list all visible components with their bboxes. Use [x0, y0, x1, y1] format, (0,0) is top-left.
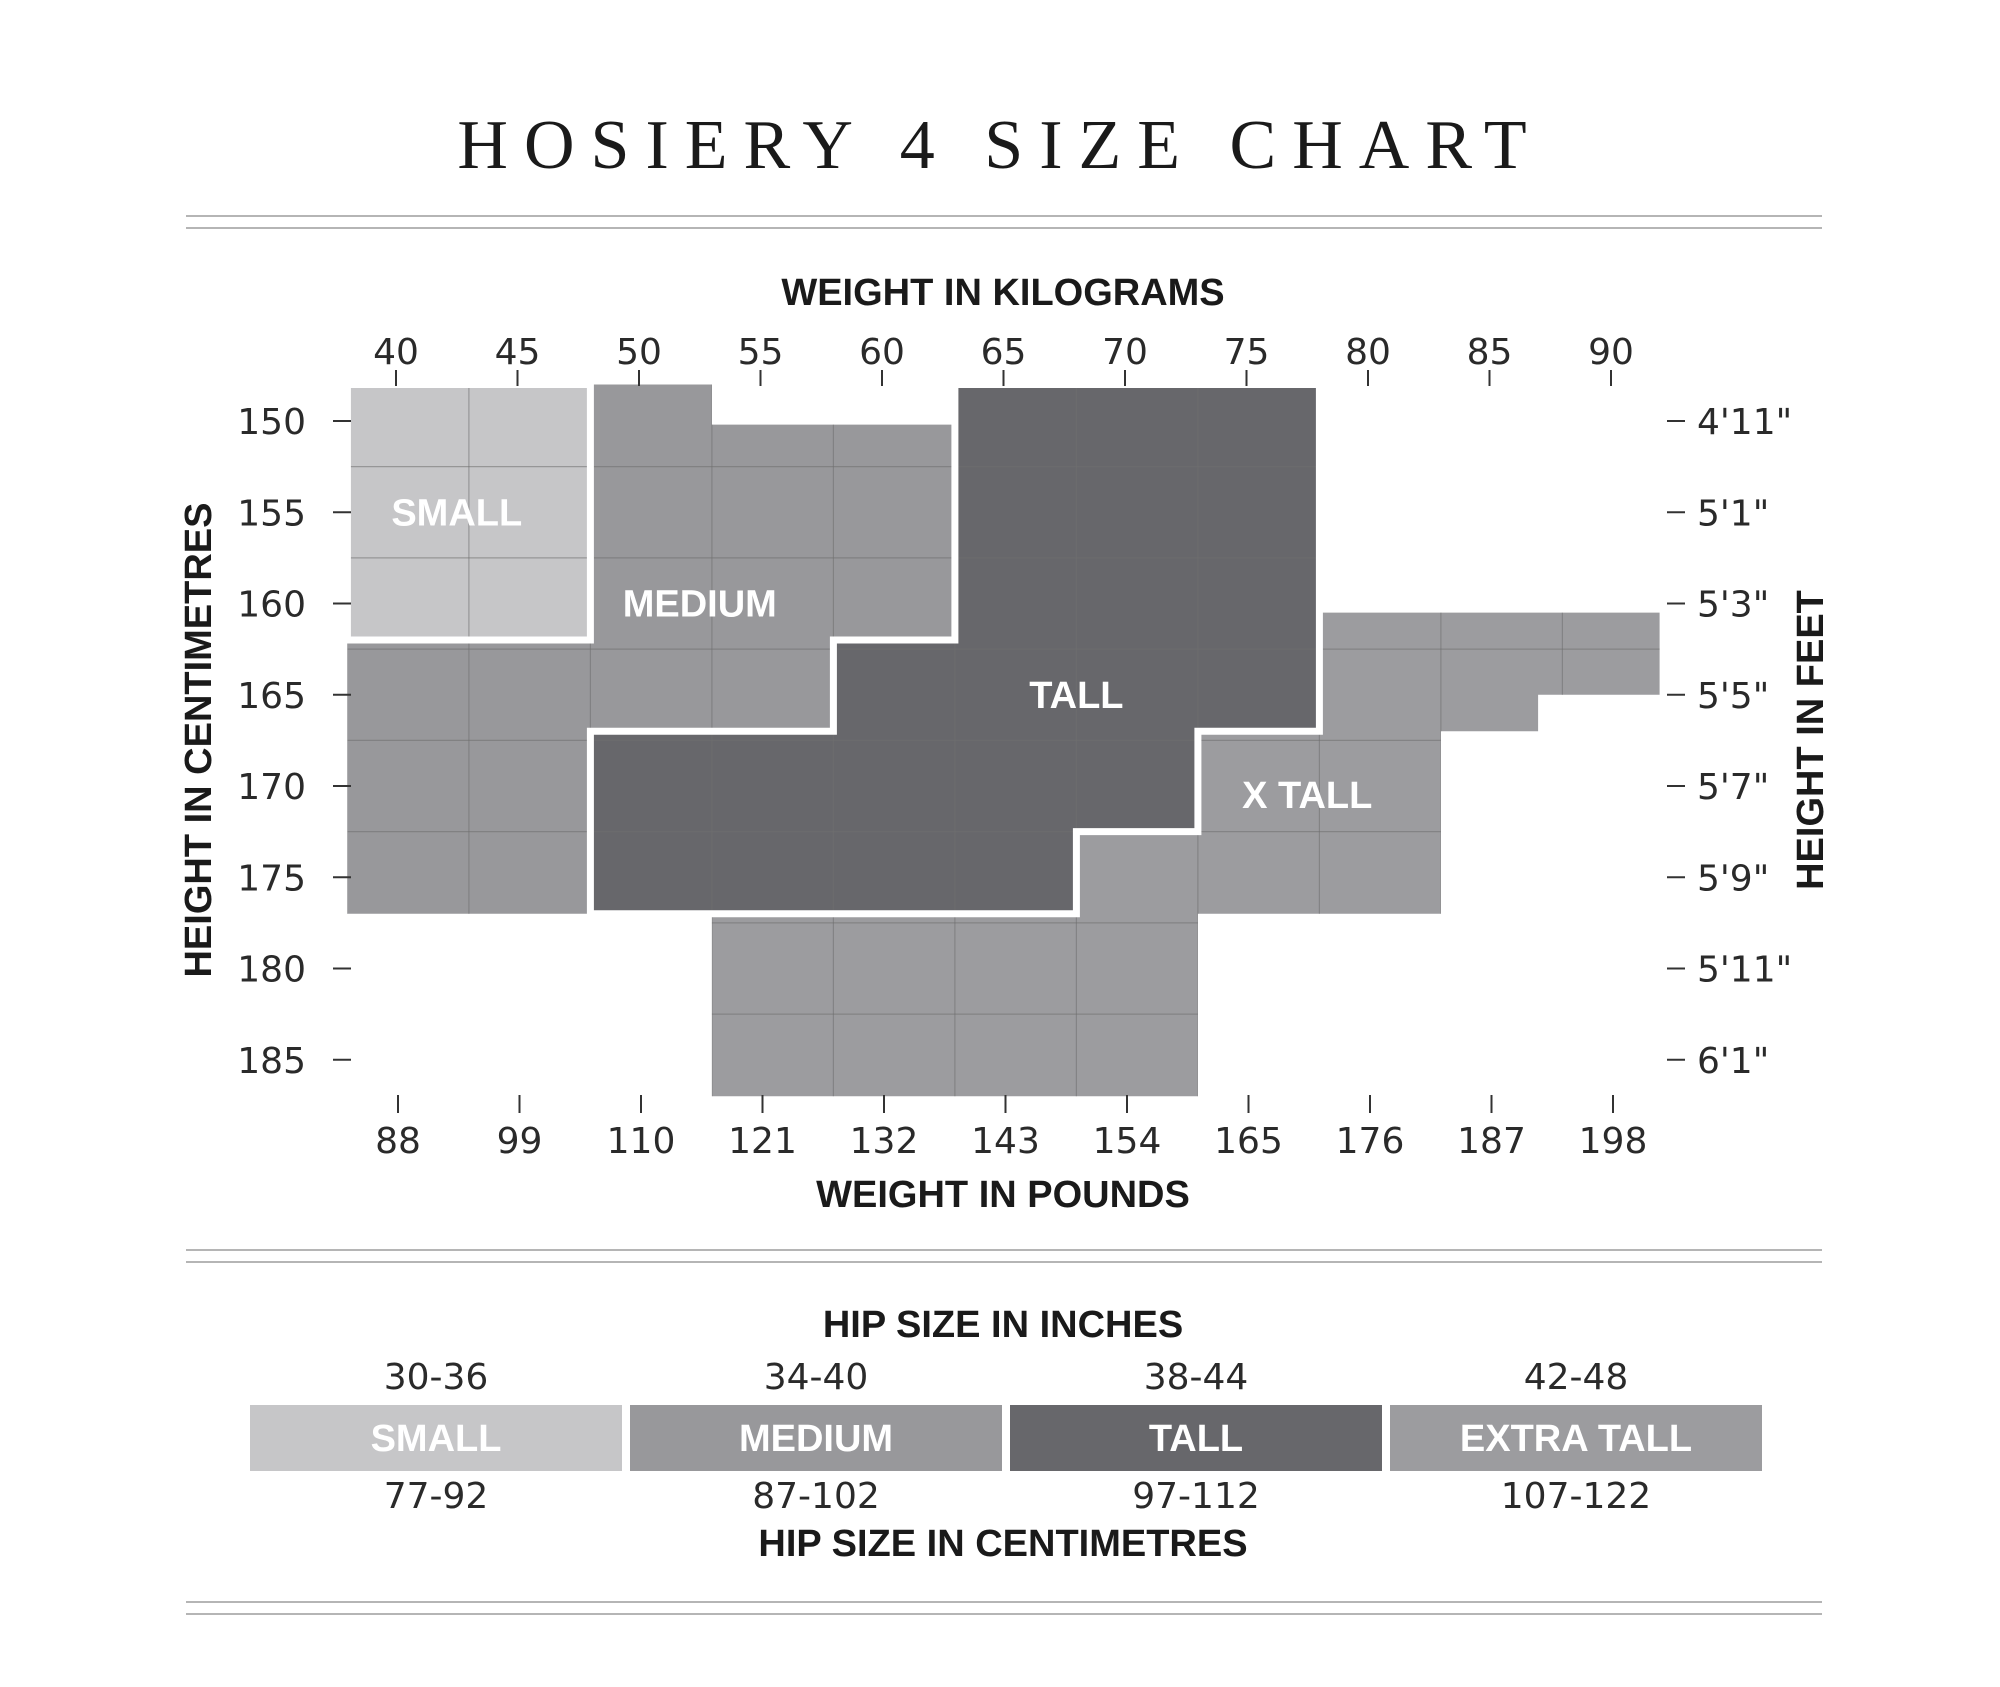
hip-size-extra-tall: 42-48 EXTRA TALL 107-122 — [1390, 1357, 1762, 1517]
hip-size-bar — [1010, 1405, 1382, 1471]
top-tick-label: 65 — [981, 332, 1027, 373]
bottom-axis-title: WEIGHT IN POUNDS — [816, 1174, 1190, 1216]
top-tick-label: 85 — [1467, 332, 1513, 373]
bottom-tick-label: 198 — [1579, 1121, 1648, 1162]
bottom-tick-label: 132 — [850, 1121, 919, 1162]
bottom-tick-label: 165 — [1214, 1121, 1283, 1162]
right-tick-label: 5'1" — [1697, 493, 1769, 534]
hip-size-bar — [630, 1405, 1002, 1471]
top-tick-label: 40 — [373, 332, 419, 373]
top-tick-label: 45 — [495, 332, 541, 373]
bottom-tick-label: 121 — [728, 1121, 797, 1162]
top-tick-label: 60 — [859, 332, 905, 373]
hip-inches-range: 42-48 — [1524, 1357, 1629, 1398]
hip-cm-range: 107-122 — [1501, 1476, 1651, 1517]
right-tick-label: 5'7" — [1697, 767, 1769, 808]
right-tick-label: 5'5" — [1697, 676, 1769, 717]
bottom-tick-label: 143 — [971, 1121, 1040, 1162]
hip-size-name: SMALL — [371, 1418, 502, 1460]
right-tick-label: 5'3" — [1697, 585, 1769, 626]
hip-size-name: TALL — [1149, 1418, 1243, 1460]
region-label-tall: TALL — [1029, 675, 1123, 717]
region-x-tall — [711, 612, 1660, 1097]
hip-cm-title: HIP SIZE IN CENTIMETRES — [758, 1523, 1247, 1565]
hip-inches-range: 38-44 — [1144, 1357, 1249, 1398]
hip-size-name: EXTRA TALL — [1460, 1418, 1692, 1460]
hip-size-bar — [1390, 1405, 1762, 1471]
hip-cm-range: 77-92 — [384, 1476, 489, 1517]
bottom-tick-label: 176 — [1336, 1121, 1405, 1162]
bottom-tick-label: 99 — [497, 1121, 543, 1162]
bottom-tick-label: 88 — [375, 1121, 421, 1162]
bottom-tick-label: 187 — [1457, 1121, 1526, 1162]
top-tick-label: 80 — [1345, 332, 1391, 373]
bottom-tick-label: 110 — [607, 1121, 676, 1162]
left-tick-label: 155 — [237, 493, 306, 534]
hip-size-name: MEDIUM — [739, 1418, 893, 1460]
left-tick-label: 180 — [237, 950, 306, 991]
axis-ticks: 40 45 50 55 60 65 70 75 80 85 90 88 99 110 121 132 143 15… — [237, 332, 1792, 1162]
left-tick-label: 170 — [237, 767, 306, 808]
top-tick-label: 55 — [738, 332, 784, 373]
region-label-medium: MEDIUM — [623, 584, 777, 626]
hip-size-small: 30-36 SMALL 77-92 — [250, 1357, 622, 1517]
region-label-x-tall: X TALL — [1242, 775, 1372, 817]
left-tick-label: 160 — [237, 585, 306, 626]
hip-inches-range: 34-40 — [764, 1357, 869, 1398]
page-title: HOSIERY 4 SIZE CHART — [457, 107, 1542, 184]
hip-inches-range: 30-36 — [384, 1357, 489, 1398]
hip-cm-range: 87-102 — [752, 1476, 880, 1517]
hip-inches-title: HIP SIZE IN INCHES — [823, 1304, 1183, 1346]
left-tick-label: 175 — [237, 858, 306, 899]
top-axis-title: WEIGHT IN KILOGRAMS — [781, 272, 1224, 314]
hip-size-tall: 38-44 TALL 97-112 — [1010, 1357, 1382, 1517]
hip-size-legend: 30-36 SMALL 77-92 34-40 MEDIUM 87-102 38-44 TAL… — [250, 1357, 1762, 1517]
outline-small — [343, 381, 594, 644]
region-outlines — [343, 381, 1323, 918]
right-tick-label: 4'11" — [1697, 402, 1792, 443]
right-tick-label: 6'1" — [1697, 1041, 1769, 1082]
hip-size-bar — [250, 1405, 622, 1471]
region-label-small: SMALL — [391, 492, 522, 534]
right-tick-label: 5'11" — [1697, 950, 1792, 991]
right-tick-label: 5'9" — [1697, 858, 1769, 899]
outline-tall — [586, 381, 1323, 918]
bottom-tick-label: 154 — [1093, 1121, 1162, 1162]
top-tick-label: 75 — [1224, 332, 1270, 373]
left-tick-label: 150 — [237, 402, 306, 443]
left-tick-label: 185 — [237, 1041, 306, 1082]
region-labels: SMALL MEDIUM TALL X TALL — [391, 492, 1372, 817]
hip-size-medium: 34-40 MEDIUM 87-102 — [630, 1357, 1002, 1517]
hip-cm-range: 97-112 — [1132, 1476, 1260, 1517]
left-tick-label: 165 — [237, 676, 306, 717]
top-tick-label: 90 — [1588, 332, 1634, 373]
right-axis-title: HEIGHT IN FEET — [1790, 590, 1832, 890]
top-tick-label: 50 — [616, 332, 662, 373]
top-tick-label: 70 — [1102, 332, 1148, 373]
grid-small — [347, 384, 591, 640]
left-axis-title: HEIGHT IN CENTIMETRES — [178, 502, 220, 977]
